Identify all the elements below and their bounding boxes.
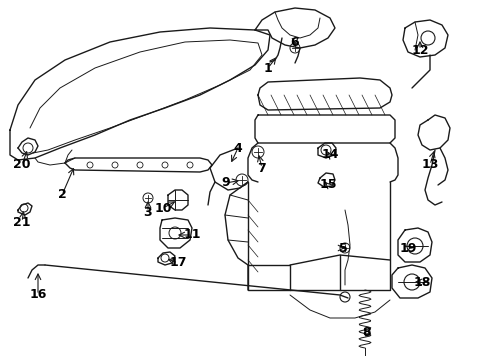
Text: 5: 5	[338, 242, 346, 255]
Text: 14: 14	[321, 148, 338, 162]
Text: 8: 8	[362, 325, 370, 338]
Text: 11: 11	[183, 229, 201, 242]
Text: 9: 9	[221, 176, 230, 189]
Text: 10: 10	[154, 202, 171, 215]
Text: 21: 21	[13, 216, 31, 229]
Text: 6: 6	[290, 36, 299, 49]
Text: 2: 2	[58, 189, 66, 202]
Text: 18: 18	[412, 275, 430, 288]
Text: 12: 12	[410, 44, 428, 57]
Text: 16: 16	[29, 288, 46, 302]
Text: 1: 1	[263, 62, 272, 75]
Text: 19: 19	[399, 242, 416, 255]
Text: 20: 20	[13, 158, 31, 171]
Text: 13: 13	[421, 158, 438, 171]
Text: 4: 4	[233, 141, 242, 154]
Text: 7: 7	[257, 162, 266, 175]
Text: 15: 15	[319, 179, 336, 192]
Text: 3: 3	[143, 206, 152, 219]
Text: 17: 17	[169, 256, 186, 270]
